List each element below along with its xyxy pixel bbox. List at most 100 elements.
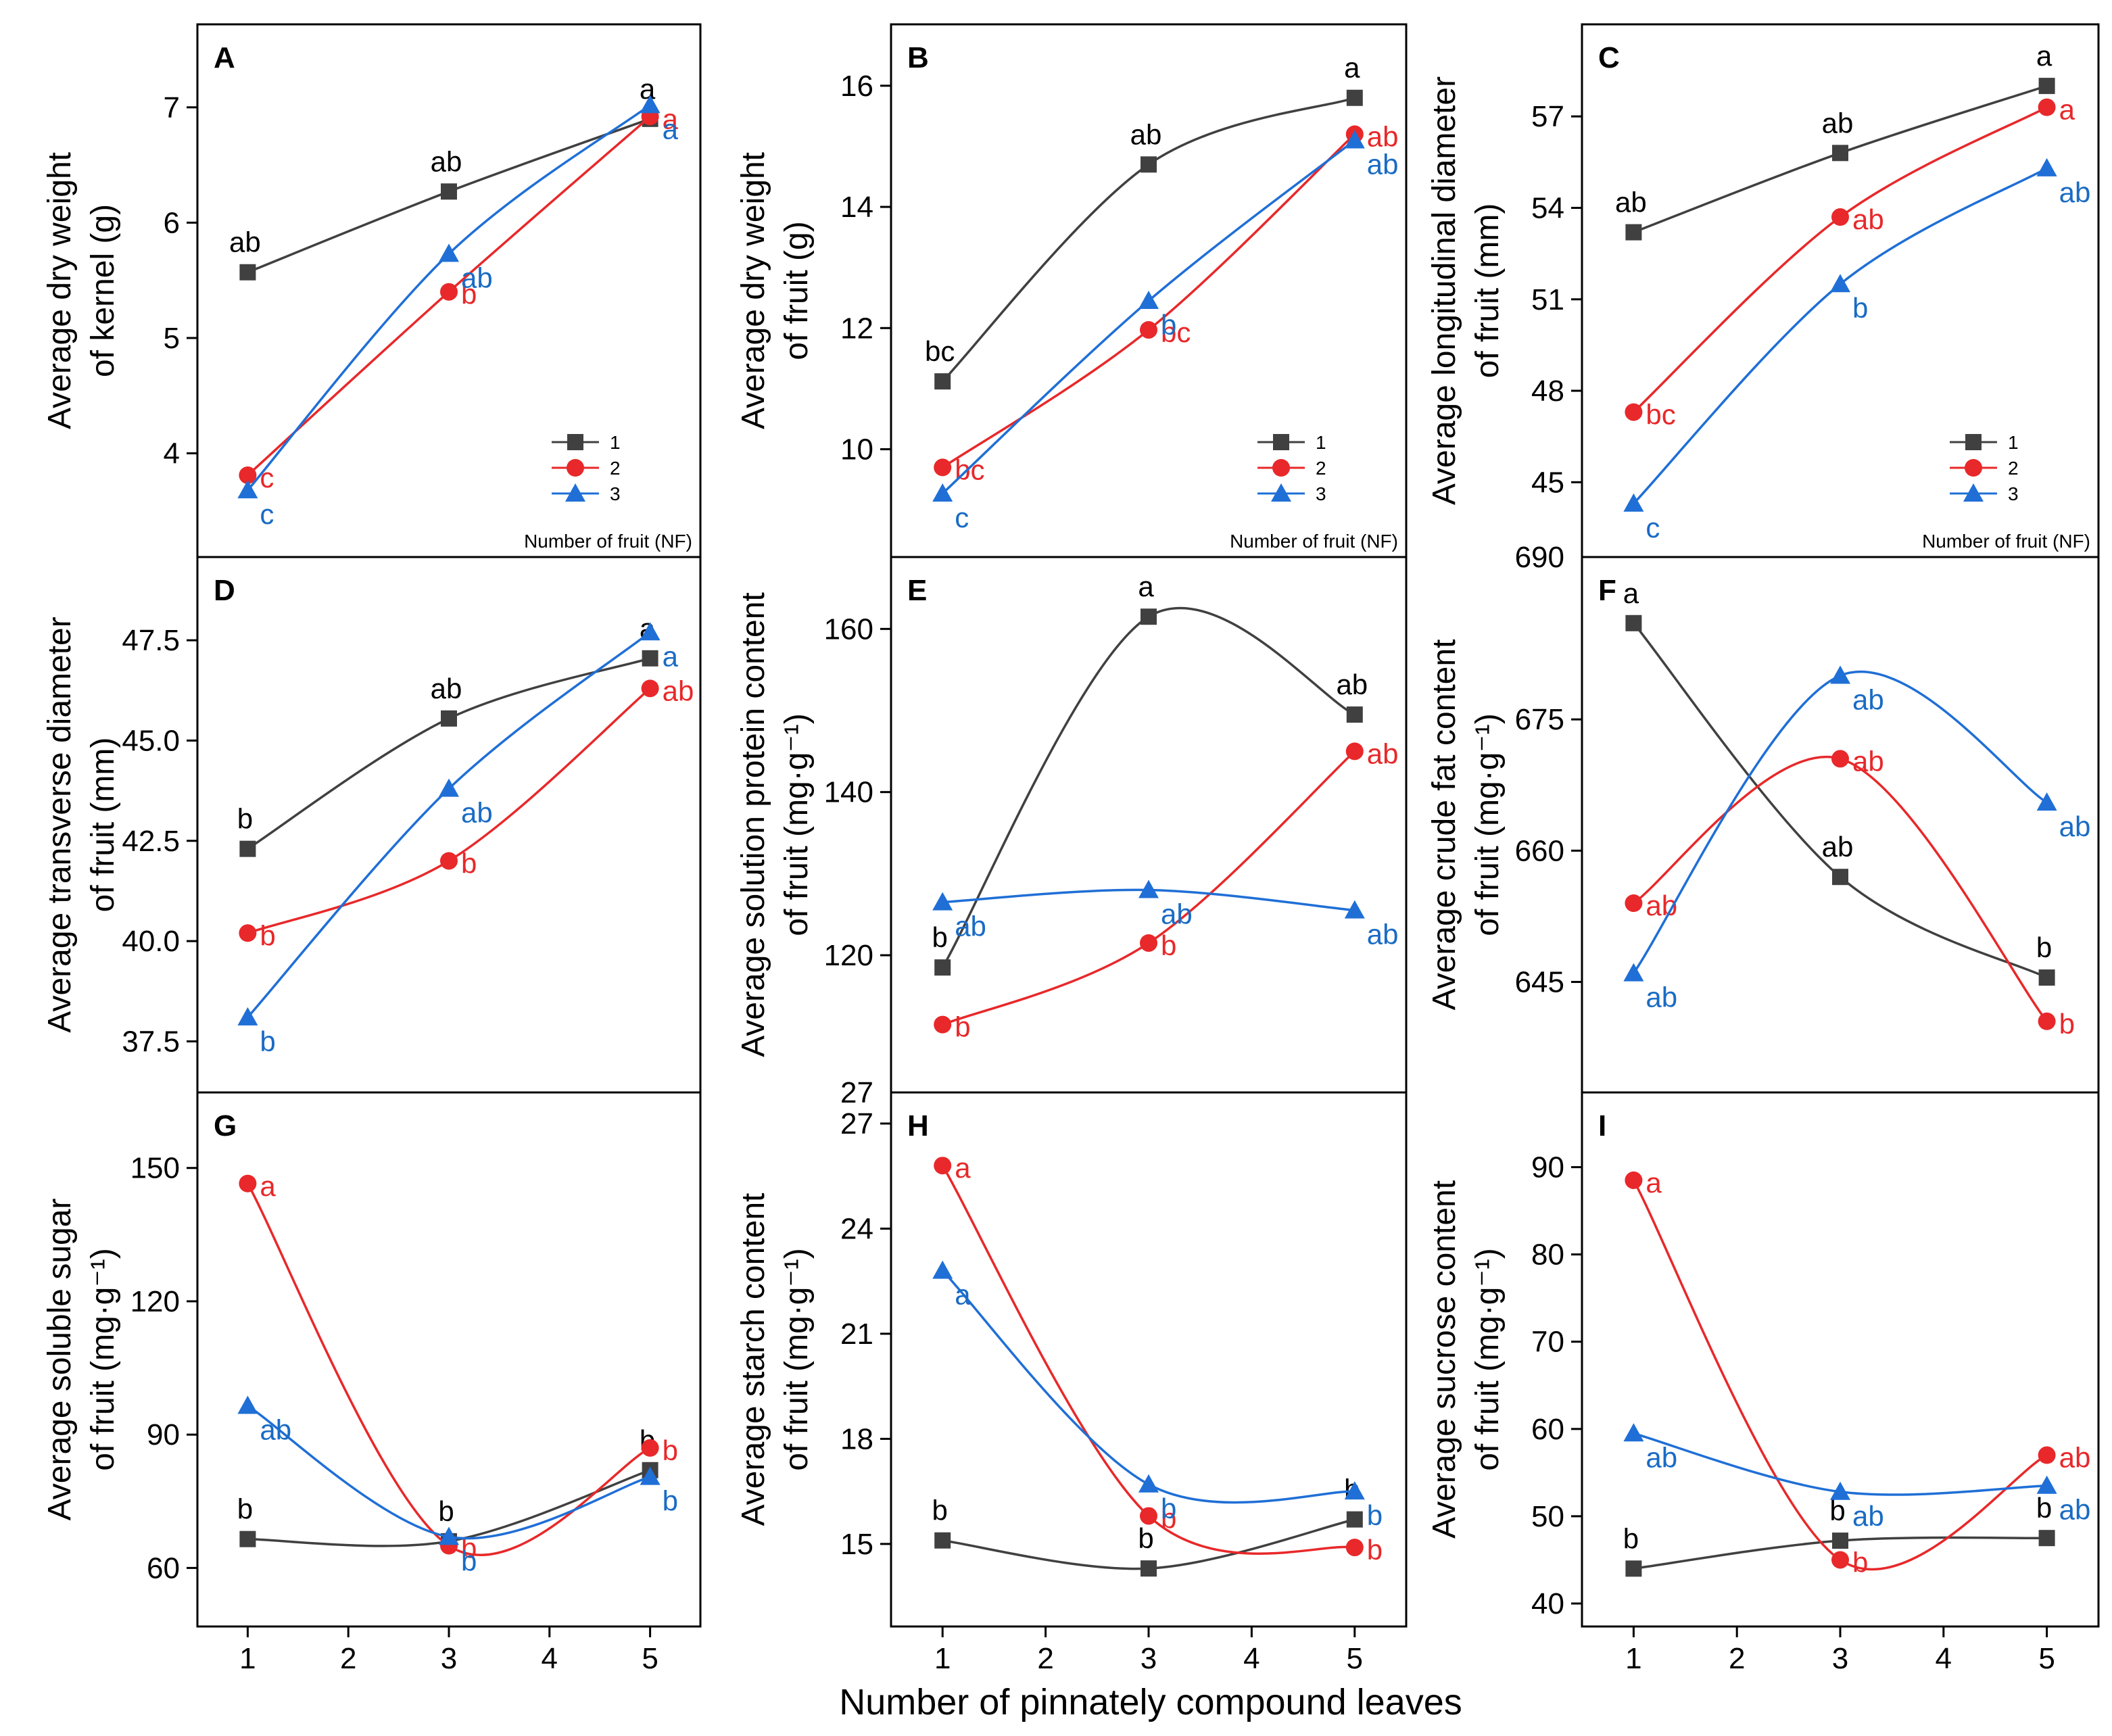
y-axis-label-line: Average sucrose content <box>1426 1180 1462 1539</box>
data-point <box>640 622 661 641</box>
significance-label: b <box>1367 1534 1383 1566</box>
data-point <box>1141 1560 1157 1577</box>
y-tick-label: 16 <box>840 70 873 103</box>
legend-marker <box>1965 459 1982 477</box>
significance-label: ab <box>1852 1500 1884 1532</box>
series-3: ab ab ab <box>1623 1423 2090 1532</box>
significance-label: ab <box>1367 148 1399 180</box>
significance-label: b <box>1138 1522 1153 1554</box>
y-tick-label: 42.5 <box>122 825 180 858</box>
y-axis-label-line: Average crude fat content <box>1426 640 1462 1011</box>
significance-label: ab <box>1130 118 1162 150</box>
data-point <box>1346 89 1363 106</box>
panel-e: E 120 140 160 27 Average solution protein con… <box>736 556 1408 1109</box>
data-point <box>1344 1481 1365 1500</box>
significance-label: b <box>438 1495 454 1527</box>
data-point <box>641 679 659 698</box>
significance-label: ab <box>1822 107 1854 139</box>
series-line <box>942 139 1355 495</box>
significance-label: ab <box>1852 745 1884 777</box>
y-tick-label: 51 <box>1531 283 1564 316</box>
series-2: b b ab <box>239 675 694 951</box>
legend-entry: 1 <box>610 432 621 453</box>
data-point <box>1625 1171 1643 1189</box>
data-point <box>1625 614 1642 631</box>
significance-label: b <box>663 1434 678 1466</box>
y-axis-label: Average crude fat content of fruit (mg·g⁻… <box>1426 640 1506 1011</box>
data-point <box>641 1439 659 1457</box>
y-tick-label-top: 690 <box>1515 541 1564 574</box>
y-tick-label: 21 <box>840 1318 873 1351</box>
significance-label: bc <box>1161 316 1191 348</box>
y-tick-label: 57 <box>1531 100 1564 133</box>
data-point <box>237 1007 258 1026</box>
y-axis-label-line: of fruit (g) <box>779 221 815 360</box>
x-tick-label: 4 <box>1936 1642 1952 1675</box>
data-point <box>1832 869 1848 886</box>
panel-letter: D <box>214 574 235 607</box>
y-tick-label: 6 <box>164 206 180 239</box>
significance-label: ab <box>461 262 493 293</box>
data-point <box>239 924 257 942</box>
panel-letter: I <box>1598 1109 1606 1142</box>
legend-marker <box>567 434 583 450</box>
significance-label: a <box>260 1170 276 1202</box>
significance-label: ab <box>2059 811 2091 842</box>
significance-label: a <box>1623 577 1639 609</box>
x-tick-label: 3 <box>1832 1642 1848 1675</box>
significance-label: a <box>2036 40 2053 72</box>
y-axis-label-line: of fruit (mg·g⁻¹) <box>85 1248 121 1470</box>
panel-letter: G <box>214 1109 237 1142</box>
significance-label: b <box>2036 1492 2052 1524</box>
y-tick-label: 60 <box>1531 1413 1564 1446</box>
legend-title: Number of fruit (NF) <box>1922 531 2090 552</box>
data-point <box>932 892 953 911</box>
legend-entry: 1 <box>2008 432 2019 453</box>
legend-entry: 2 <box>1316 458 1326 479</box>
y-tick-label: 90 <box>1531 1151 1564 1184</box>
y-tick-label: 40.0 <box>122 925 180 958</box>
x-tick-label: 3 <box>441 1642 457 1675</box>
data-point <box>640 95 661 114</box>
significance-label: a <box>955 1279 971 1311</box>
significance-label: b <box>2059 1008 2075 1040</box>
significance-label: b <box>237 803 253 835</box>
legend-entry: 2 <box>2008 458 2019 479</box>
series-1: bc ab a <box>925 52 1363 390</box>
data-point <box>1344 130 1365 149</box>
legend-entry: 1 <box>1316 432 1326 453</box>
significance-label: ab <box>1161 898 1193 930</box>
y-tick-label: 7 <box>164 91 180 124</box>
data-point <box>440 852 458 870</box>
y-tick-label: 80 <box>1531 1238 1564 1272</box>
y-tick-label: 12 <box>840 312 873 345</box>
panel-h: H 15 18 21 24 27 1 2 3 4 5 Average starch content of… <box>736 1091 1408 1675</box>
data-point <box>239 264 256 281</box>
y-tick-label-bottom: 27 <box>840 1076 873 1109</box>
data-point <box>1623 963 1644 982</box>
y-axis-label-line: Average transverse diameter <box>42 617 78 1032</box>
series-line <box>1633 622 2048 979</box>
series-line <box>941 1165 1355 1555</box>
y-tick-label: 15 <box>840 1528 873 1561</box>
data-point <box>439 1526 459 1545</box>
panel-letter: F <box>1598 574 1616 607</box>
series-1: bbb <box>932 1474 1363 1577</box>
y-tick-label: 18 <box>840 1422 873 1455</box>
legend-marker <box>1272 459 1290 477</box>
data-point <box>239 840 256 857</box>
data-point <box>2038 1446 2056 1464</box>
significance-label: b <box>1829 1495 1845 1526</box>
significance-label: a <box>1344 52 1360 84</box>
y-axis-label-line: of fruit (mg·g⁻¹) <box>779 1248 815 1470</box>
data-point <box>1141 156 1157 173</box>
significance-label: ab <box>229 226 261 258</box>
y-axis-label-line: Average longitudinal diameter <box>1426 76 1462 505</box>
y-tick-label: 150 <box>130 1152 180 1185</box>
series-3: ab b <box>932 1260 1383 1531</box>
x-tick-label: 5 <box>642 1642 658 1675</box>
